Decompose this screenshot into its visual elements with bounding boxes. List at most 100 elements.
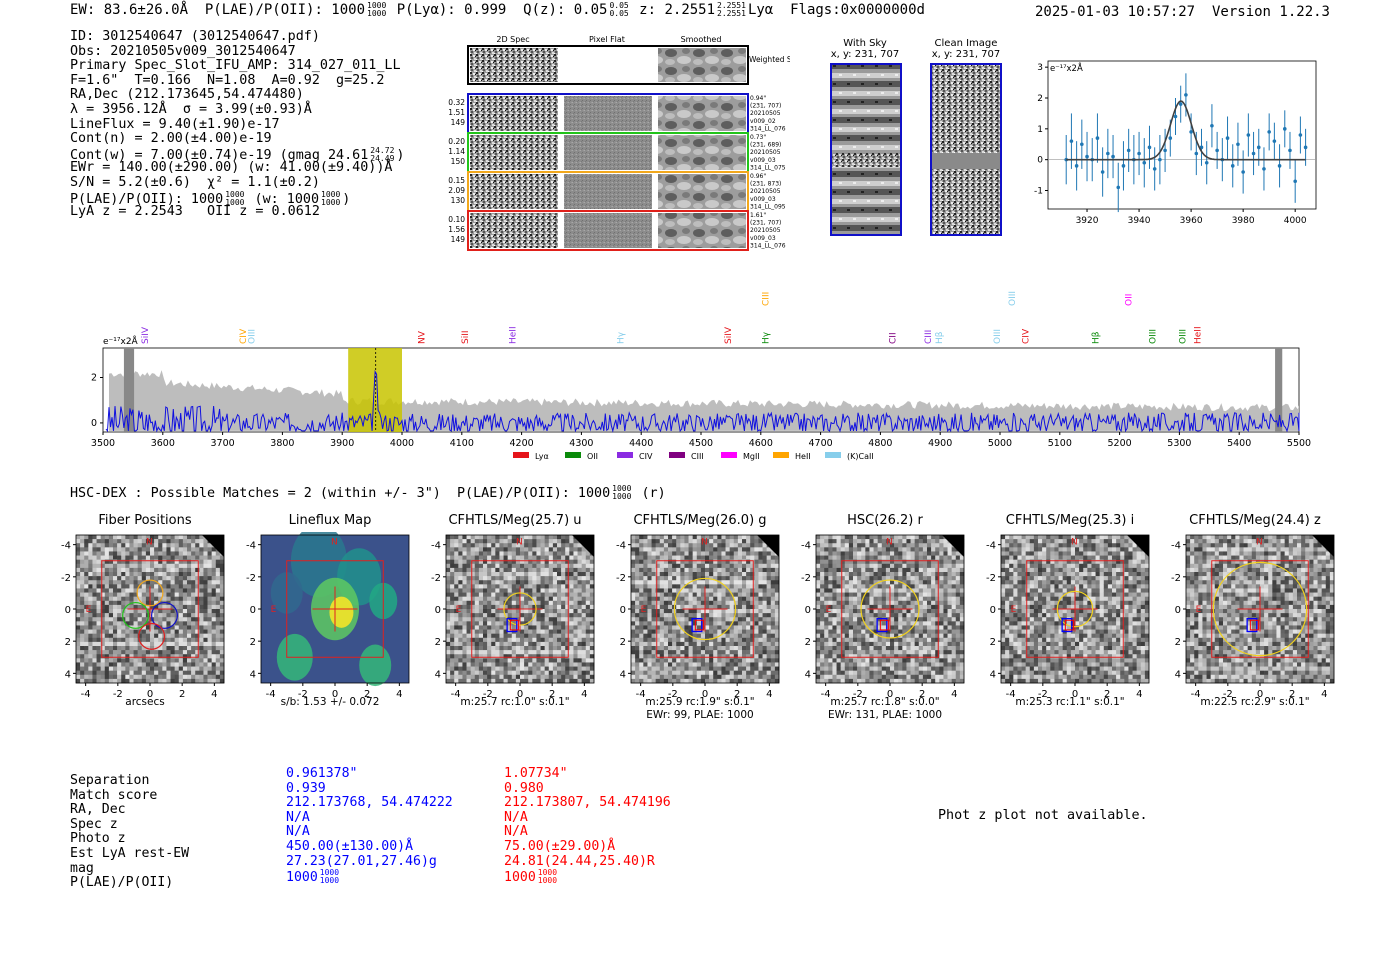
spec2d-row-stat: 150 [451,157,466,166]
fit-data-point [1225,136,1230,140]
smoothed-image [658,213,746,248]
cutout-xtick-label: 2 [1104,689,1110,700]
cutout-image: N E -4 4 -2 2 0 0 2 -2 4 -4 [61,534,225,700]
cutout-image: N E -4 4 -2 2 0 0 2 -2 4 -4 [246,532,410,700]
info-params: F=1.6" T=0.166 N=1.08 A=0.92 g=25.2 [70,72,385,88]
cutout-pixels [631,535,780,684]
fit-data-point [1137,151,1141,156]
spec-xtick-label: 4900 [928,438,952,449]
match-blue-value: N/A [286,809,310,825]
cutout-xtick-label: -2 [298,689,308,700]
spec2d-row-meta: 20210505 [750,188,781,195]
cutout-ytick-label: 4 [250,669,256,680]
spec-ytick-label: 2 [91,373,97,384]
cutout-ytick-label: 0 [250,605,256,616]
fit-data-point [1116,185,1121,190]
fit-xtick-label: 3960 [1180,216,1203,226]
cutout-xtick-label: 4 [1136,689,1142,700]
plae-frac: 1000 1000 [367,1,387,18]
match-row-label: Photo z [70,831,126,847]
cutout-pixels [76,535,225,684]
match-marker-blue [691,618,703,633]
legend-swatch [617,452,633,458]
spec-xtick-label: 4300 [569,438,593,449]
spec-unit-label: e⁻¹⁷x2Å [103,335,139,347]
cutout-ytick-label: -4 [61,541,71,552]
cutout-ytick-label: 4 [435,669,441,680]
cutout-ytick-label: 2 [65,637,71,648]
spec-xtick-label: 4600 [749,438,773,449]
fit-data-point [1147,145,1152,150]
cutout-xtick-label: 4 [766,689,772,700]
info-lineflux: LineFlux = 9.40(±1.90)e-17 [70,116,280,132]
cutout-caption-ewr: EWr: 131, PLAE: 1000 [827,709,943,721]
cutout-xtick-label: 0 [702,689,708,700]
match-blue-value: 450.00(±130.00)Å [286,838,414,854]
fit-data-point [1173,114,1178,119]
timestamp: 2025-01-03 10:57:27 [1034,4,1196,20]
match-row-label: Spec z [70,816,118,832]
cutout-xtick-label: -4 [821,689,831,700]
cutout-pixels [1001,535,1150,684]
pixel-flat-image [564,135,652,170]
spec-xtick-label: 5000 [988,438,1012,449]
fit-data-point [1069,139,1074,143]
cutout-image: N E -4 4 -2 2 0 0 2 -2 4 -4 [431,534,595,700]
spec2d-col-title: 2D Spec [496,35,529,44]
cutout-image: N E -4 4 -2 2 0 0 2 -2 4 -4 [801,534,965,700]
search-box [841,560,939,658]
fit-data-point [1210,123,1214,128]
spec-legend: Lyα OII CIV CIII MgII HeII (K)CaII [513,452,874,461]
info-plae: P(LAE)/P(OII): 1000 1000 1000 (w: 1000 1000… [70,189,351,207]
cutout-xtick-label: 4 [1321,689,1327,700]
cutout-xtick-label: 2 [179,689,185,700]
fit-data-point [1168,136,1173,140]
search-box [286,560,384,658]
fiber-circle [138,622,166,650]
match-blue-column: 0.961378" 0.939 212.173768, 54.474222 N/A N/… [286,766,453,885]
cutout-xtick-label: -2 [1223,689,1233,700]
cutout-xtick-label: -2 [483,689,493,700]
east-label: E [826,605,832,615]
east-label: E [86,605,92,615]
cutout-xtick-label: 2 [364,689,370,700]
cutout-image: N E -4 4 -2 2 0 0 2 -2 4 -4 [986,534,1150,700]
fit-data-point [1126,148,1131,153]
cutout-ytick-label: -4 [431,541,441,552]
match-row-label: Separation [70,773,150,788]
legend-swatch [721,452,737,458]
spec2d-row-meta: 1.61" [750,212,766,219]
cutout-xtick-label: 4 [581,689,587,700]
spec2d-row-meta: 314_LL_076 [750,125,786,132]
fit-data-point [1298,133,1303,137]
fit-data-point [1189,130,1193,134]
spec2d-row-meta: v009_03 [750,157,776,164]
spec2d-row-stat: 149 [451,235,466,244]
cutout-title: Fiber Positions [98,513,192,528]
cutout-ytick-label: 4 [1175,669,1181,680]
cutout-ytick-label: -4 [1171,541,1181,552]
spec-xtick-label: 5500 [1287,438,1311,449]
spec2d-image [470,135,558,170]
spec2d-row-stat: 149 [451,118,466,127]
cutout-caption: m:25.7 rc:1.0" s:0.1" [460,696,570,708]
spec2d-panel: 2D Spec Pixel Flat Smoothed Weighted Sum… [448,35,790,251]
cutout-xtick-label: -4 [266,689,276,700]
fit-data-point [1085,154,1089,159]
flags-value: Lyα Flags:0x0000000d [747,2,925,18]
spec2d-row-meta: 314_LL_075 [750,164,786,171]
cutout-panel: CFHTLS/Meg(25.3) i N E -4 4 -2 2 0 0 2 -2 4 -4 m:25.3… [985,510,1155,725]
cutout-title: CFHTLS/Meg(26.0) g [633,513,767,528]
cutout-ytick-label: 2 [1175,637,1181,648]
cutout-ytick-label: 0 [1175,605,1181,616]
emission-line-label: Hβ [935,331,945,344]
spec2d-row-meta: v009_03 [750,196,776,203]
spec-error-envelope [108,370,1300,431]
legend-swatch [565,452,581,458]
spec2d-row-stat: 0.15 [448,176,465,185]
spec2d-row-meta: 314_LL_076 [750,242,786,249]
fit-xtick-label: 3940 [1128,216,1151,226]
fit-data-point [1215,148,1219,153]
smoothed-image [658,135,746,170]
